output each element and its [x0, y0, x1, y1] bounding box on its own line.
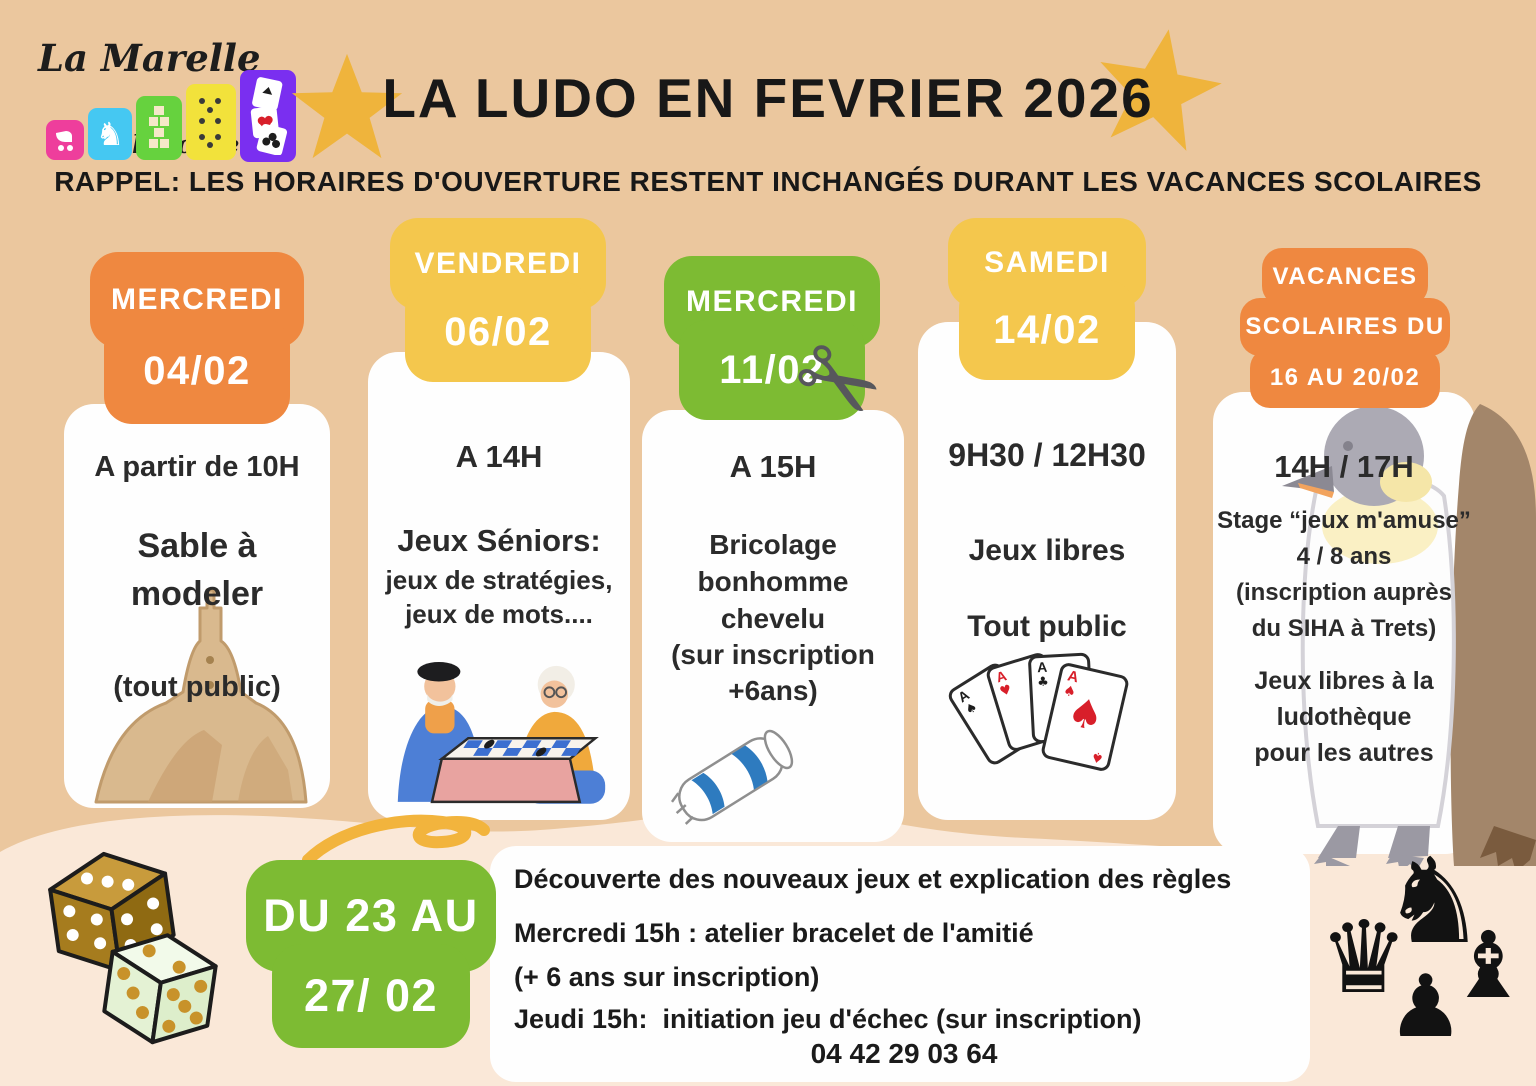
event-activity-line: Bricolage: [709, 529, 837, 560]
glue-stick-illustration: [670, 729, 794, 825]
page-title: LA LUDO EN FEVRIER 2026: [382, 67, 1154, 129]
sandcastle-illustration: [94, 588, 308, 804]
event-activity-line: Stage “jeux m'amuse”: [1217, 507, 1471, 534]
chess-queen-icon: ♛: [1319, 899, 1409, 1016]
late-feb-dates-line2: 27/ 02: [272, 944, 470, 1048]
playing-cards-icon: [250, 77, 288, 155]
seniors-playing-checkers-illustration: [397, 661, 606, 804]
playing-cards-fan-illustration: A ♠ A ♥ A ♣ A ♠ ♠ ♠: [945, 650, 1143, 818]
event-audience-note: Tout public: [967, 610, 1127, 643]
event-activity-line: Jeux libres: [968, 534, 1126, 567]
king-penguins-illustration: [1282, 404, 1536, 866]
chess-bishop-icon: ♝: [1447, 912, 1530, 1019]
vacances-header-line3: 16 AU 20/02: [1250, 348, 1440, 408]
event-activity-line: 4 / 8 ans: [1296, 543, 1392, 570]
opening-hours-reminder: RAPPEL: LES HORAIRES D'OUVERTURE RESTENT…: [54, 166, 1482, 197]
logo-title: La Marelle: [38, 36, 261, 80]
info-thursday-line: Jeudi 15h: initiation jeu d'échec (sur i…: [514, 1004, 1142, 1034]
center-pip: ♠: [1062, 688, 1109, 742]
checkerboard: [463, 739, 581, 757]
logo-knight-tile: ♞: [88, 108, 132, 160]
chess-pawn-icon: ♟: [1387, 957, 1465, 1057]
info-discovery-line: Découverte des nouveaux jeux et explicat…: [514, 864, 1232, 894]
event-activity-line: jeux de mots....: [405, 599, 593, 629]
event-activity-title: Jeux Séniors:: [397, 523, 601, 558]
event-time: 9H30 / 12H30: [948, 437, 1146, 473]
star-left-icon: [291, 53, 403, 159]
event-activity-line: jeux de stratégies,: [385, 565, 613, 595]
event-activity-line: Sable à: [137, 527, 257, 565]
event-activity-line: (sur inscription: [671, 639, 875, 670]
event-detail-line: pour les autres: [1254, 739, 1434, 767]
event-audience-note: (tout public): [113, 671, 281, 703]
logo-hopscotch-tile: [136, 96, 182, 160]
event-time: A partir de 10H: [94, 451, 300, 483]
chess-knight-icon: ♞: [95, 115, 125, 153]
event-date-samedi-14: 14/02: [959, 280, 1135, 380]
dice-illustration: [48, 851, 218, 1045]
event-detail-line: Jeux libres à la: [1254, 667, 1434, 695]
chess-knight-icon: ♞: [1381, 832, 1487, 970]
logo-cards-tile: [240, 70, 296, 162]
event-activity-line: +6ans): [728, 675, 818, 706]
chess-pieces-illustration: ♞ ♛ ♝ ♟: [1319, 842, 1535, 1068]
event-date-mercredi-04: 04/02: [104, 318, 290, 424]
event-time: A 14H: [455, 439, 543, 474]
logo-stroller-tile: [46, 120, 84, 160]
info-wednesday-line: Mercredi 15h : atelier bracelet de l'ami…: [514, 918, 1034, 948]
event-activity-line: chevelu: [720, 603, 826, 634]
event-activity-line: du SIHA à Trets): [1251, 615, 1437, 642]
info-registration-line: (+ 6 ans sur inscription): [514, 962, 820, 992]
event-activity-line: (inscription auprès: [1235, 579, 1453, 606]
stroller-icon: [56, 131, 73, 151]
vacances-header-line1: VACANCES: [1262, 248, 1428, 306]
phone-number: 04 42 29 03 64: [810, 1038, 998, 1069]
event-time: A 15H: [729, 449, 817, 484]
hopscotch-icon: [149, 106, 169, 148]
event-detail-line: ludothèque: [1276, 703, 1412, 731]
event-activity-line: bonhomme: [697, 566, 849, 597]
dice-icon: [199, 98, 221, 148]
late-feb-info-box: [490, 846, 1310, 1082]
event-date-vendredi-06: 06/02: [405, 282, 591, 382]
event-activity-line: modeler: [130, 575, 264, 613]
event-date-mercredi-11: 11/02: [679, 320, 865, 420]
event-time: 14H / 17H: [1274, 449, 1414, 484]
yellow-squiggle-decoration: [302, 814, 490, 866]
star-right-icon: [1100, 29, 1222, 151]
logo-dice-tile: [186, 84, 236, 160]
vacances-header-line2: SCOLAIRES DU: [1240, 298, 1450, 356]
